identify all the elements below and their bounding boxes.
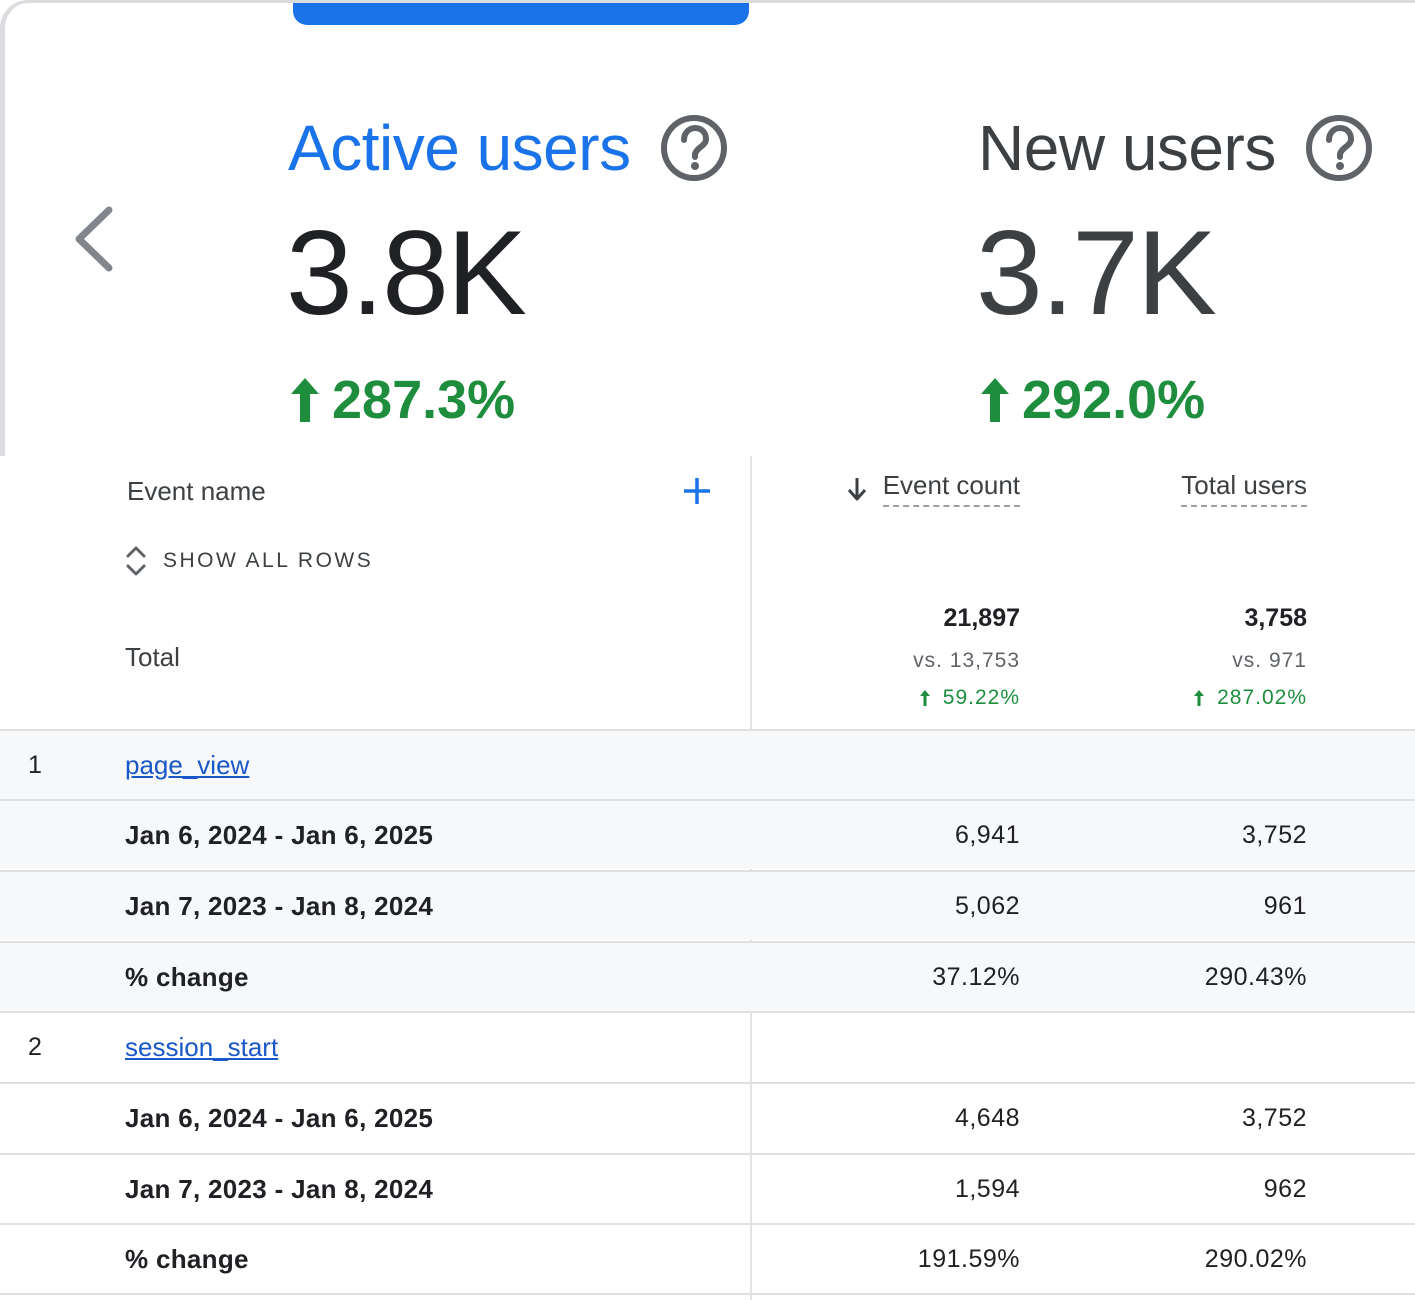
metric-value: 3.7K bbox=[976, 206, 1217, 340]
event-count-cell: 5,062 bbox=[954, 892, 1020, 920]
total-event-count-change-value: 59.22% bbox=[942, 686, 1020, 709]
show-all-rows-label: SHOW ALL ROWS bbox=[163, 549, 374, 572]
event-name-link[interactable]: page_view bbox=[125, 750, 250, 780]
total-users-cell: 3,752 bbox=[1241, 821, 1307, 849]
total-total-users-change-value: 287.02% bbox=[1217, 686, 1307, 709]
help-icon[interactable] bbox=[1304, 113, 1374, 183]
table-row: % change 37.12% 290.43% bbox=[0, 941, 1415, 1011]
event-count-cell: 4,648 bbox=[954, 1104, 1020, 1132]
table-row: Jan 6, 2024 - Jan 6, 2025 4,648 3,752 bbox=[0, 1082, 1415, 1152]
row-index: 2 bbox=[28, 1033, 42, 1061]
unfold-icon bbox=[126, 546, 146, 576]
total-event-count-vs: vs. 13,753 bbox=[913, 649, 1020, 672]
help-icon[interactable] bbox=[659, 113, 729, 183]
events-table: Event name Event count Total users SHOW … bbox=[0, 456, 1415, 1300]
table-row: % change 191.59% 290.02% bbox=[0, 1223, 1415, 1293]
event-name-link[interactable]: session_start bbox=[125, 1032, 279, 1062]
metric-change-value: 287.3% bbox=[332, 370, 516, 430]
arrow-up-icon bbox=[291, 378, 319, 422]
event-count-cell: 37.12% bbox=[932, 963, 1020, 991]
total-users-cell: 290.43% bbox=[1204, 963, 1307, 991]
show-all-rows-button[interactable]: SHOW ALL ROWS bbox=[123, 544, 373, 578]
chevron-left-icon[interactable] bbox=[63, 199, 123, 279]
total-users-cell: 961 bbox=[1263, 892, 1307, 920]
column-header-total-users[interactable]: Total users bbox=[1181, 470, 1307, 507]
total-label: Total bbox=[125, 642, 180, 672]
selected-tab-indicator bbox=[293, 3, 749, 25]
metric-active-users[interactable]: Active users 3.8K 287.3% bbox=[286, 103, 729, 430]
total-users-cell: 3,752 bbox=[1241, 1104, 1307, 1132]
date-range-label: Jan 7, 2023 - Jan 8, 2024 bbox=[125, 891, 434, 921]
date-range-label: Jan 6, 2024 - Jan 6, 2025 bbox=[125, 1103, 434, 1133]
table-row: Jan 7, 2023 - Jan 8, 2024 5,062 961 bbox=[0, 870, 1415, 940]
metric-title: New users bbox=[978, 112, 1276, 184]
table-row: 2 session_start bbox=[0, 1011, 1415, 1081]
metric-new-users[interactable]: New users 3.7K 292.0% bbox=[976, 103, 1374, 430]
total-event-count: 21,897 bbox=[943, 604, 1020, 632]
metric-title: Active users bbox=[288, 112, 631, 184]
percent-change-label: % change bbox=[125, 962, 249, 992]
row-index: 1 bbox=[28, 751, 42, 779]
arrow-down-icon[interactable] bbox=[845, 476, 869, 502]
add-icon[interactable] bbox=[680, 474, 714, 508]
total-total-users-change: 287.02% bbox=[1193, 686, 1307, 710]
arrow-up-icon bbox=[1194, 690, 1205, 706]
event-count-cell: 6,941 bbox=[954, 821, 1020, 849]
metric-change-value: 292.0% bbox=[1022, 370, 1206, 430]
metric-change: 292.0% bbox=[978, 365, 1205, 435]
table-row: Jan 6, 2024 - Jan 6, 2025 6,941 3,752 bbox=[0, 799, 1415, 869]
table-bottom-border bbox=[0, 1293, 1415, 1295]
total-users-cell: 962 bbox=[1263, 1175, 1307, 1203]
percent-change-label: % change bbox=[125, 1244, 249, 1274]
metric-value: 3.8K bbox=[286, 206, 527, 340]
dimension-header[interactable]: Event name bbox=[127, 476, 266, 506]
total-total-users: 3,758 bbox=[1244, 604, 1307, 632]
table-row: 1 page_view bbox=[0, 729, 1415, 799]
total-total-users-vs: vs. 971 bbox=[1232, 649, 1307, 672]
arrow-up-icon bbox=[919, 690, 930, 706]
table-row: Jan 7, 2023 - Jan 8, 2024 1,594 962 bbox=[0, 1153, 1415, 1223]
event-count-cell: 191.59% bbox=[917, 1245, 1020, 1273]
arrow-up-icon bbox=[981, 378, 1009, 422]
date-range-label: Jan 6, 2024 - Jan 6, 2025 bbox=[125, 820, 434, 850]
event-count-cell: 1,594 bbox=[954, 1175, 1020, 1203]
date-range-label: Jan 7, 2023 - Jan 8, 2024 bbox=[125, 1174, 434, 1204]
total-users-cell: 290.02% bbox=[1204, 1245, 1307, 1273]
column-header-event-count[interactable]: Event count bbox=[882, 470, 1020, 507]
metric-card: Active users 3.8K 287.3% New users 3.7K bbox=[0, 0, 1415, 456]
total-event-count-change: 59.22% bbox=[919, 686, 1020, 710]
metric-change: 287.3% bbox=[288, 365, 515, 435]
